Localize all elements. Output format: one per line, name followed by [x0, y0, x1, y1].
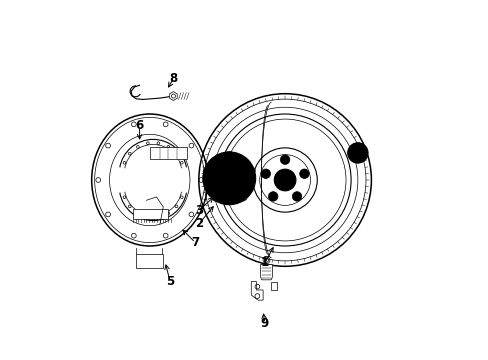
- Text: 3: 3: [194, 204, 203, 217]
- Polygon shape: [271, 282, 276, 290]
- Polygon shape: [169, 92, 177, 100]
- Polygon shape: [251, 282, 263, 300]
- Text: 1: 1: [260, 256, 268, 269]
- Text: 8: 8: [169, 72, 177, 85]
- Circle shape: [268, 192, 277, 201]
- Circle shape: [203, 152, 255, 205]
- Text: 5: 5: [165, 275, 174, 288]
- Circle shape: [292, 192, 301, 201]
- Polygon shape: [149, 147, 186, 159]
- Text: 9: 9: [260, 317, 268, 330]
- Polygon shape: [260, 265, 272, 280]
- Circle shape: [274, 169, 295, 191]
- Text: 6: 6: [135, 120, 143, 132]
- Circle shape: [347, 143, 367, 163]
- Circle shape: [261, 169, 270, 179]
- Polygon shape: [133, 209, 168, 219]
- Text: 7: 7: [191, 236, 199, 249]
- Circle shape: [280, 155, 289, 165]
- Text: 4: 4: [355, 143, 363, 156]
- Circle shape: [299, 169, 308, 179]
- Text: 2: 2: [194, 217, 203, 230]
